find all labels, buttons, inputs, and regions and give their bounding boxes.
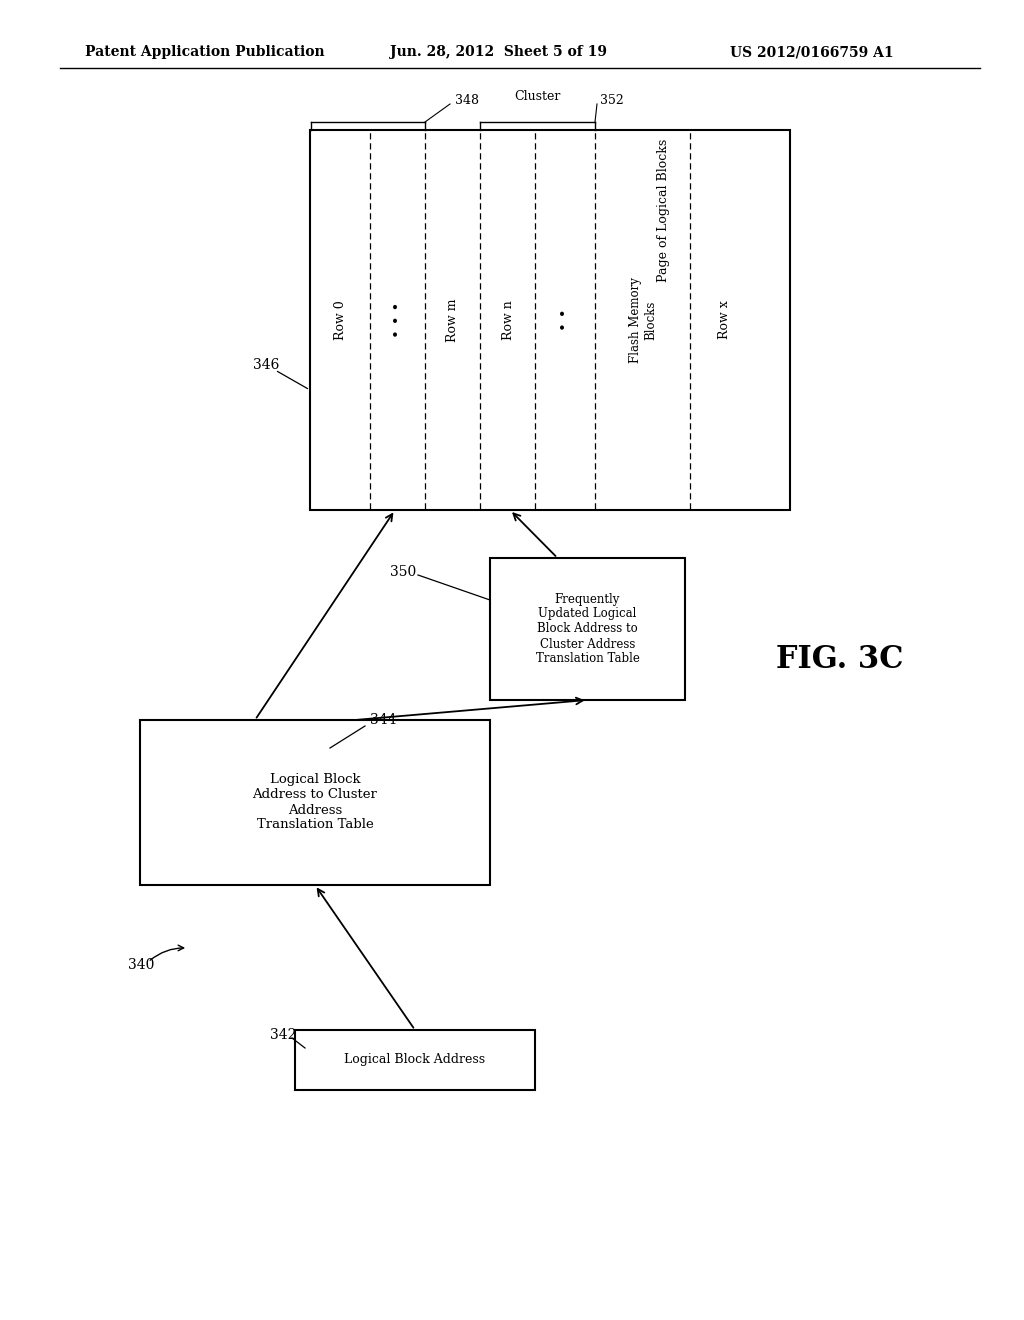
Text: 352: 352 (600, 94, 624, 107)
Text: • •: • • (558, 309, 572, 331)
Text: 348: 348 (455, 94, 479, 107)
Text: Frequently
Updated Logical
Block Address to
Cluster Address
Translation Table: Frequently Updated Logical Block Address… (536, 593, 639, 665)
Text: Row m: Row m (446, 298, 460, 342)
Text: 342: 342 (270, 1028, 296, 1041)
Text: Row x: Row x (719, 301, 731, 339)
Text: Logical Block Address: Logical Block Address (344, 1053, 485, 1067)
Text: Flash Memory
Blocks: Flash Memory Blocks (629, 277, 657, 363)
Text: 350: 350 (390, 565, 416, 579)
Text: Row 0: Row 0 (334, 300, 346, 339)
Text: Jun. 28, 2012  Sheet 5 of 19: Jun. 28, 2012 Sheet 5 of 19 (390, 45, 607, 59)
Text: FIG. 3C: FIG. 3C (776, 644, 904, 676)
Bar (310, 129, 790, 510)
Text: Patent Application Publication: Patent Application Publication (85, 45, 325, 59)
Text: Page of Logical Blocks: Page of Logical Blocks (656, 139, 670, 281)
Bar (295, 1030, 535, 1090)
Text: Cluster: Cluster (514, 91, 561, 103)
Bar (490, 558, 685, 700)
Text: 340: 340 (128, 958, 155, 972)
Text: Row n: Row n (502, 300, 514, 339)
Text: US 2012/0166759 A1: US 2012/0166759 A1 (730, 45, 894, 59)
Text: 346: 346 (253, 358, 280, 372)
Text: Logical Block
Address to Cluster
Address
Translation Table: Logical Block Address to Cluster Address… (253, 774, 378, 832)
Text: • • •: • • • (391, 302, 406, 338)
Bar (140, 719, 490, 884)
Text: 344: 344 (370, 713, 396, 727)
